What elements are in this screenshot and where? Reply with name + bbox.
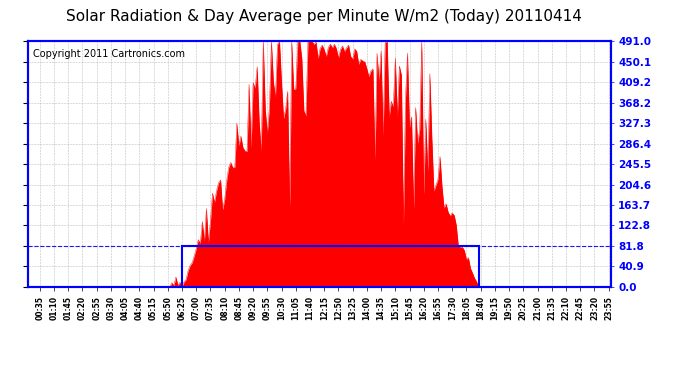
Text: Solar Radiation & Day Average per Minute W/m2 (Today) 20110414: Solar Radiation & Day Average per Minute… xyxy=(66,9,582,24)
Bar xyxy=(182,246,479,287)
Text: Copyright 2011 Cartronics.com: Copyright 2011 Cartronics.com xyxy=(33,49,186,58)
